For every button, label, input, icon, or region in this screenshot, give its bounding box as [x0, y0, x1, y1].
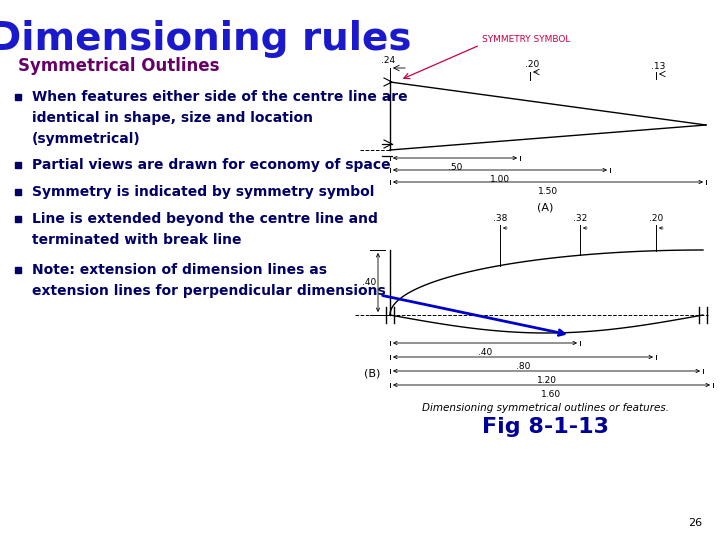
Text: 1.60: 1.60	[541, 390, 562, 399]
Text: 1.00: 1.00	[490, 175, 510, 184]
Text: .13: .13	[651, 62, 665, 71]
Text: .24: .24	[381, 56, 395, 65]
Text: Note: extension of dimension lines as: Note: extension of dimension lines as	[32, 263, 327, 277]
Text: .38: .38	[492, 214, 507, 223]
Text: 1.20: 1.20	[536, 376, 557, 385]
Text: Fig 8-1-13: Fig 8-1-13	[482, 417, 608, 437]
Text: (symmetrical): (symmetrical)	[32, 132, 140, 146]
Text: (B): (B)	[364, 368, 380, 378]
Text: Dimensioning rules: Dimensioning rules	[0, 20, 411, 58]
Text: SYMMETRY SYMBOL: SYMMETRY SYMBOL	[482, 35, 570, 44]
Text: .20: .20	[525, 60, 539, 69]
Text: terminated with break line: terminated with break line	[32, 233, 241, 247]
Text: extension lines for perpendicular dimensions: extension lines for perpendicular dimens…	[32, 284, 386, 298]
Text: .40: .40	[478, 348, 492, 357]
Text: Dimensioning symmetrical outlines or features.: Dimensioning symmetrical outlines or fea…	[421, 403, 668, 413]
Text: .40: .40	[361, 278, 376, 287]
Text: 26: 26	[688, 518, 702, 528]
Text: .32: .32	[573, 214, 587, 223]
Text: Partial views are drawn for economy of space: Partial views are drawn for economy of s…	[32, 158, 391, 172]
Text: When features either side of the centre line are: When features either side of the centre …	[32, 90, 408, 104]
Text: identical in shape, size and location: identical in shape, size and location	[32, 111, 313, 125]
Text: .80: .80	[516, 362, 530, 371]
Text: (A): (A)	[537, 202, 553, 212]
Text: 1.50: 1.50	[538, 187, 558, 196]
Text: Symmetrical Outlines: Symmetrical Outlines	[18, 57, 220, 75]
Text: .20: .20	[649, 214, 663, 223]
Text: Line is extended beyond the centre line and: Line is extended beyond the centre line …	[32, 212, 378, 226]
Text: .50: .50	[448, 163, 462, 172]
Text: Symmetry is indicated by symmetry symbol: Symmetry is indicated by symmetry symbol	[32, 185, 374, 199]
